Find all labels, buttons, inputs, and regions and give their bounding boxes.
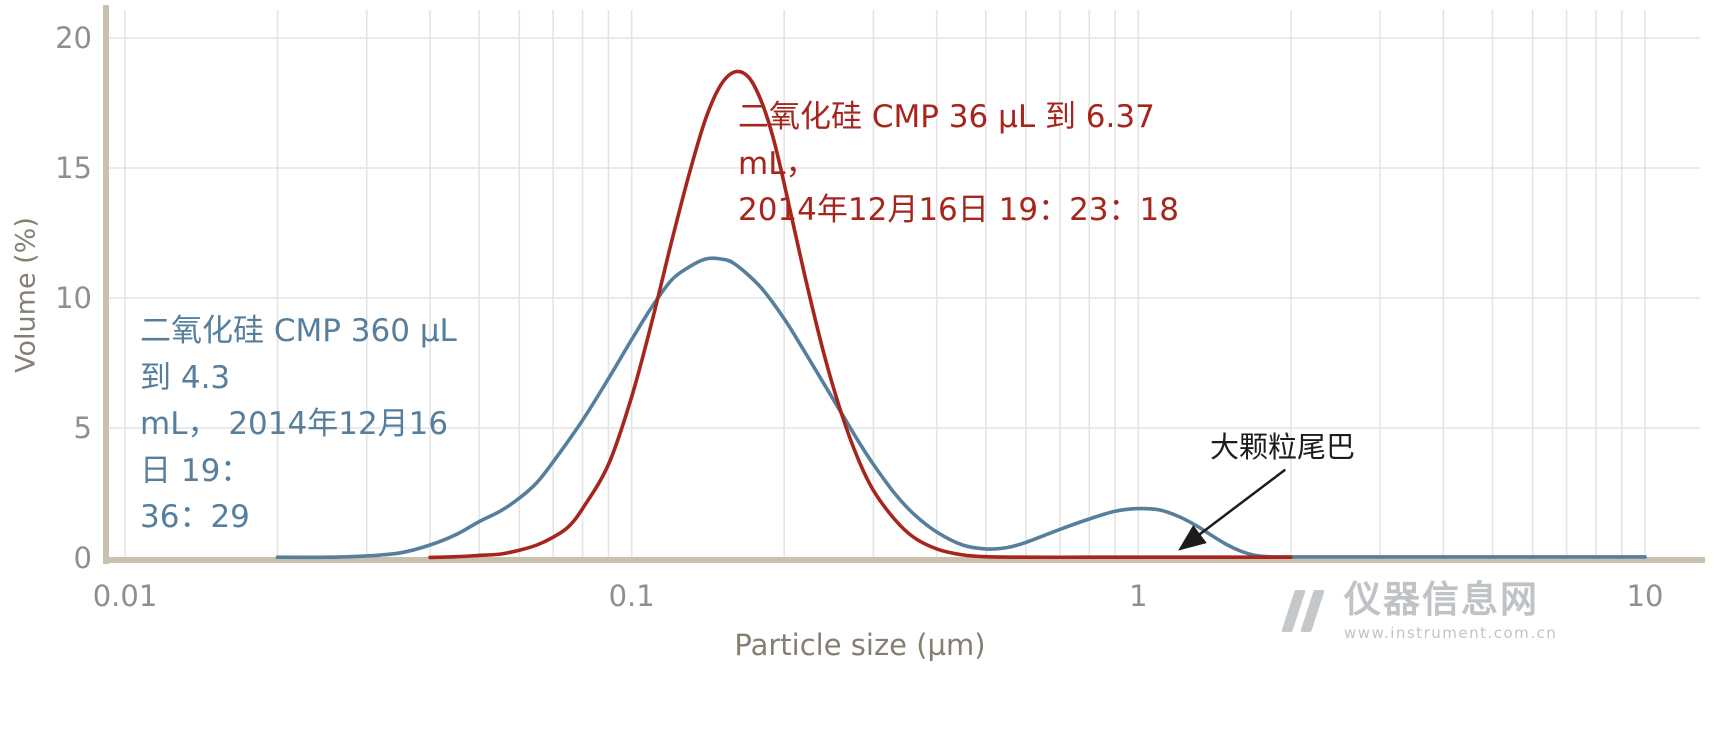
blue-series-label-line3: 36：29 <box>140 499 250 535</box>
y-tick-label: 0 <box>74 541 92 575</box>
watermark-text: 仪器信息网 www.instrument.com.cn <box>1344 578 1558 642</box>
blue-series-label-line2: mL， 2014年12月16日 19： <box>140 406 449 489</box>
x-tick-label: 0.01 <box>93 579 158 613</box>
x-tick-label: 10 <box>1627 579 1664 613</box>
y-axis-title: Volume (%) <box>10 217 42 373</box>
gridlines <box>106 10 1700 558</box>
x-axis-title: Particle size (µm) <box>734 628 986 662</box>
axis-lines <box>103 5 1705 564</box>
watermark: 仪器信息网 www.instrument.com.cn <box>1278 578 1558 642</box>
x-tick-label: 0.1 <box>609 579 655 613</box>
blue-series-label: 二氧化硅 CMP 360 µL 到 4.3 mL， 2014年12月16日 19… <box>140 308 470 541</box>
y-tick-label: 5 <box>74 411 92 445</box>
series-line-0 <box>275 256 1647 560</box>
y-tick-label: 10 <box>55 281 92 315</box>
blue-series-label-line1: 二氧化硅 CMP 360 µL 到 4.3 <box>140 313 457 396</box>
tail-annotation-label: 大颗粒尾巴 <box>1210 430 1356 464</box>
watermark-site-name: 仪器信息网 <box>1344 578 1539 621</box>
tail-annotation-arrow <box>1178 468 1287 551</box>
x-tick-label: 1 <box>1129 579 1147 613</box>
watermark-logo-icon <box>1278 586 1330 636</box>
red-series-label-line2: 2014年12月16日 19：23：18 <box>738 192 1179 228</box>
y-tick-label: 15 <box>55 151 92 185</box>
red-series-label: 二氧化硅 CMP 36 µL 到 6.37 mL， 2014年12月16日 19… <box>738 94 1218 234</box>
red-series-label-line1: 二氧化硅 CMP 36 µL 到 6.37 mL， <box>738 99 1155 182</box>
y-tick-label: 20 <box>55 21 92 55</box>
series-line-1 <box>428 69 1293 560</box>
watermark-site-url: www.instrument.com.cn <box>1344 623 1558 642</box>
tick-labels: 0.01 0.1 1 10 0 5 10 15 20 <box>55 21 1663 613</box>
